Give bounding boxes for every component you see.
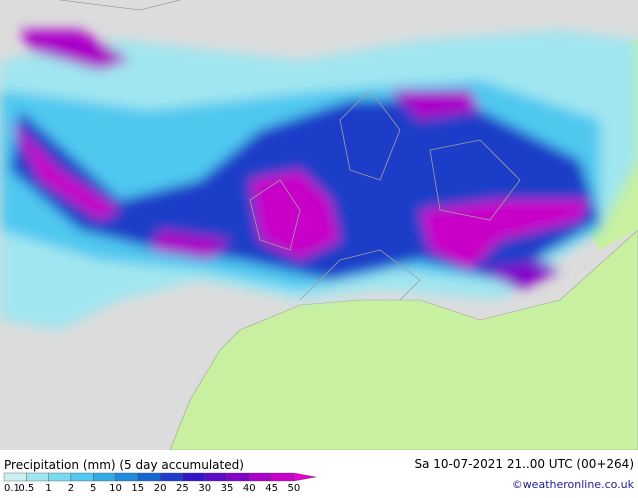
legend-swatch — [226, 472, 250, 482]
legend-label: 45 — [265, 483, 278, 494]
legend-swatch — [204, 472, 228, 482]
legend: 0.10.5 1 2 5 10 15 20 25 30 35 40 45 50 — [3, 472, 317, 494]
legend-label: 10 — [109, 483, 122, 494]
precipitation — [0, 30, 638, 330]
legend-label: 50 — [288, 483, 301, 494]
legend-swatch — [115, 472, 138, 482]
legend-swatch — [92, 472, 116, 482]
legend-label: 0.5 — [18, 483, 34, 494]
legend-swatch — [137, 472, 161, 482]
legend-label: 15 — [131, 483, 144, 494]
legend-swatch — [3, 472, 27, 482]
map — [0, 0, 638, 451]
legend-label: 25 — [176, 483, 189, 494]
legend-swatch — [159, 472, 183, 482]
borders — [59, 0, 521, 301]
legend-label: 5 — [90, 483, 96, 494]
legend-swatch — [271, 472, 295, 482]
legend-swatch — [48, 472, 72, 482]
legend-label: 35 — [221, 483, 234, 494]
legend-swatch — [26, 472, 49, 482]
valid-time: Sa 10-07-2021 21..00 UTC (00+264) — [414, 457, 634, 471]
legend-label: 1 — [45, 483, 51, 494]
legend-arrow — [293, 472, 317, 482]
legend-swatch — [70, 472, 94, 482]
footer — [0, 450, 638, 494]
legend-swatch — [182, 472, 205, 482]
legend-label: 2 — [68, 483, 74, 494]
legend-label: 30 — [198, 483, 211, 494]
legend-label: 20 — [154, 483, 167, 494]
caption: Precipitation (mm) (5 day accumulated) — [4, 458, 244, 472]
land-south — [169, 229, 638, 451]
legend-label: 0.1 — [4, 483, 20, 494]
legend-swatch — [249, 472, 272, 482]
legend-label: 40 — [243, 483, 256, 494]
credit: ©weatheronline.co.uk — [512, 478, 635, 491]
